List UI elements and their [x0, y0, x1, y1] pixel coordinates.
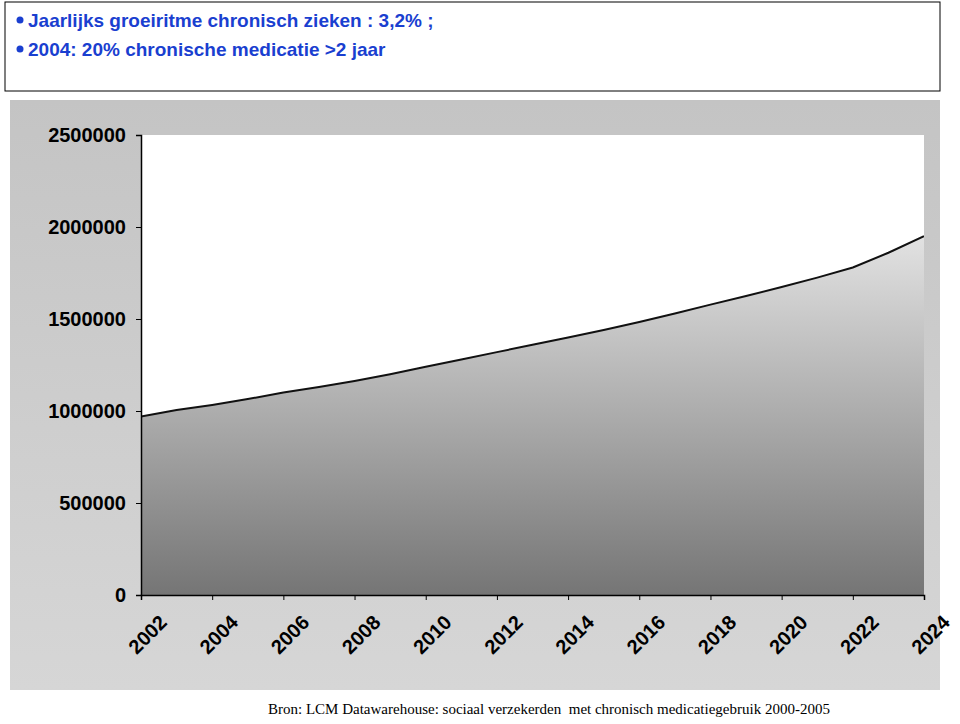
x-axis: 2002 2004 2006 2008 2010 2012 2014 2016 2018 2020… — [124, 595, 955, 658]
plot-marks — [141, 236, 924, 595]
tick: 2000000 — [48, 216, 141, 238]
tick-mark — [136, 135, 141, 136]
tick: 500000 — [59, 492, 141, 514]
tick: 2008 — [338, 595, 385, 658]
tick-mark — [136, 411, 141, 412]
plot-area — [141, 135, 924, 595]
area — [141, 236, 924, 595]
tick-label: 2016 — [622, 611, 669, 658]
bullet — [17, 46, 24, 53]
tick-mark — [136, 503, 141, 504]
panel — [10, 100, 940, 690]
source: Bron: LCM Datawarehouse: sociaal verzeke… — [268, 701, 830, 717]
annotation: 2004: 20% chronische medicatie >2 jaar — [28, 39, 386, 60]
tick-mark — [924, 595, 925, 600]
tick: 2022 — [836, 595, 883, 658]
tick-label: 1000000 — [48, 400, 126, 422]
tick-mark — [355, 595, 356, 600]
tick-mark — [710, 595, 711, 600]
tick: 2024 — [907, 595, 955, 658]
tick-label: 1500000 — [48, 308, 126, 330]
tick-mark — [141, 595, 142, 600]
tick-label: 500000 — [59, 492, 126, 514]
tick: 1500000 — [48, 308, 141, 330]
tick: 0 — [115, 584, 141, 606]
tick-label: 2020 — [765, 611, 812, 658]
tick: 2004 — [195, 595, 243, 658]
tick-label: 2012 — [480, 611, 527, 658]
bullet — [17, 17, 24, 24]
area-line — [141, 236, 924, 416]
tick-mark — [136, 595, 141, 596]
tick-label: 2500000 — [48, 124, 126, 146]
tick-label: 2010 — [409, 611, 456, 658]
tick: 2018 — [693, 595, 740, 658]
tick-label: 0 — [115, 584, 126, 606]
tick-label: 2008 — [338, 611, 385, 658]
tick-mark — [136, 227, 141, 228]
tick-label: 2004 — [195, 610, 243, 658]
tick-mark — [283, 595, 284, 600]
tick-mark — [853, 595, 854, 600]
tick-label: 2022 — [836, 611, 883, 658]
tick-label: 2024 — [907, 610, 955, 658]
tick-label: 2014 — [551, 610, 599, 658]
tick-label: 2002 — [124, 611, 171, 658]
tick: 2020 — [765, 595, 812, 658]
tick-mark — [426, 595, 427, 600]
tick: 2002 — [124, 595, 171, 658]
y-axis: 0 500000 1000000 1500000 2000000 2500000 — [48, 124, 141, 606]
axis-line — [142, 596, 925, 601]
tick-mark — [136, 319, 141, 320]
annotation: Jaarlijks groeiritme chronisch zieken : … — [28, 10, 434, 31]
chart-root: Jaarlijks groeiritme chronisch zieken : … — [0, 0, 960, 724]
tick: 2500000 — [48, 124, 141, 146]
tick-label: 2006 — [266, 611, 313, 658]
tick-mark — [782, 595, 783, 600]
tick-mark — [212, 595, 213, 600]
tick-label: 2018 — [693, 611, 740, 658]
tick: 1000000 — [48, 400, 141, 422]
tick: 2012 — [480, 595, 527, 658]
axis-line — [136, 136, 142, 596]
tick: 2006 — [266, 595, 313, 658]
tick-mark — [497, 595, 498, 600]
tick-mark — [568, 595, 569, 600]
tick: 2014 — [551, 595, 599, 658]
tick-mark — [639, 595, 640, 600]
tick-label: 2000000 — [48, 216, 126, 238]
tick: 2016 — [622, 595, 669, 658]
header-box — [5, 2, 940, 91]
tick: 2010 — [409, 595, 456, 658]
